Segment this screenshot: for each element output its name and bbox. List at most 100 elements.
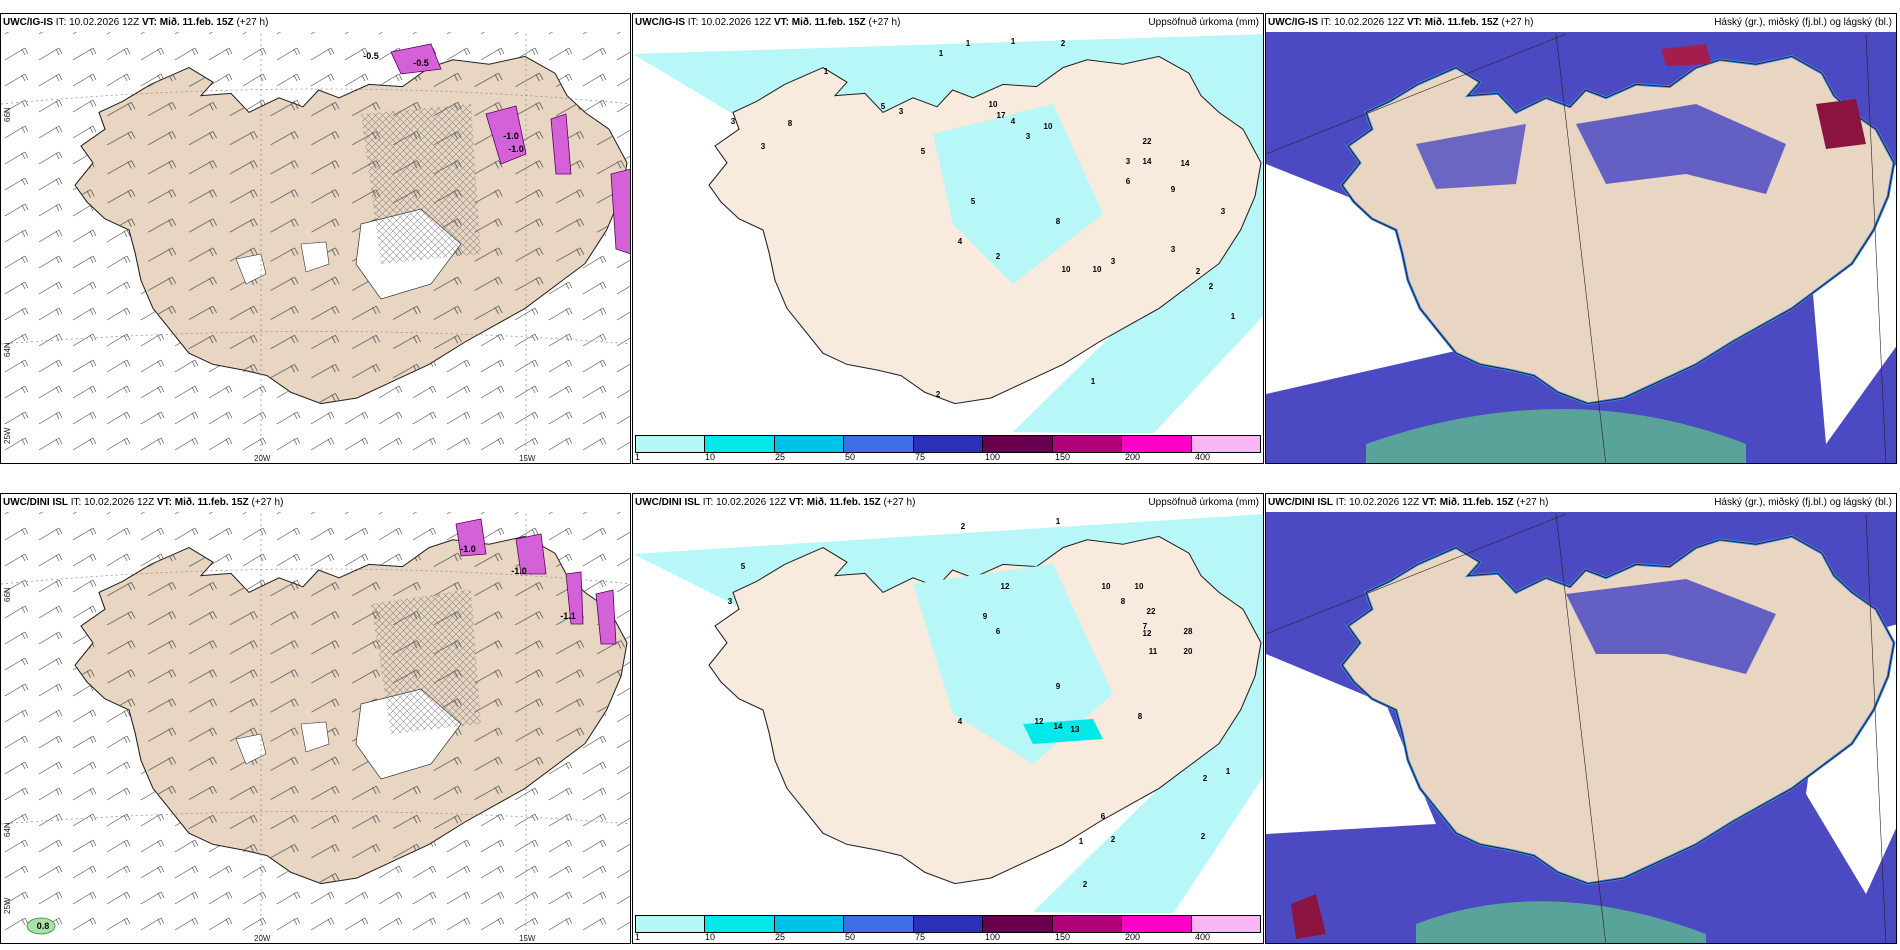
precip-value: 1 — [1056, 517, 1061, 526]
precip-value: 9 — [1056, 682, 1061, 691]
cbar-swatch — [774, 436, 845, 452]
lon-label: 20W — [254, 454, 271, 463]
precip-value: 14 — [1143, 157, 1152, 166]
pink-region — [550, 113, 572, 175]
precip-value: 7 — [1143, 622, 1148, 631]
lon-label: 25W — [3, 427, 12, 444]
precip-value: 3 — [899, 107, 904, 116]
cbar-swatch — [983, 916, 1053, 932]
precip-value: 3 — [1171, 245, 1176, 254]
cbar-tick: 25 — [775, 452, 786, 462]
precip-value: 10 — [1102, 582, 1111, 591]
precip-value: 1 — [1091, 377, 1096, 386]
clear-area — [1266, 654, 1436, 834]
cloud-dark — [1291, 894, 1326, 939]
cbar-tick: 200 — [1125, 932, 1141, 942]
precip-value: 4 — [1011, 117, 1016, 126]
precip-value: 9 — [1171, 185, 1176, 194]
precip-value: 1 — [1079, 837, 1084, 846]
map-precip-dini: 2 1 5 3 12 9 6 10 8 10 7 22 12 28 20 11 … — [633, 512, 1263, 914]
precip-value: 14 — [1054, 722, 1063, 731]
precip-value: 12 — [1143, 629, 1152, 638]
cbar-swatch — [774, 916, 845, 932]
green-region — [26, 917, 56, 935]
precip-value: 3 — [1221, 207, 1226, 216]
precip-value: 1 — [1011, 37, 1016, 46]
cloud-mid — [1416, 901, 1706, 943]
precip-value: 1 — [1226, 767, 1231, 776]
field-title: Háský (gr.), miðský (fj.bl.) og lágský (… — [1714, 14, 1892, 32]
precip-value: 5 — [971, 197, 976, 206]
cbar-swatch — [913, 916, 984, 932]
precip-value: 1 — [939, 49, 944, 58]
clear-area — [1266, 164, 1486, 394]
map-precip-igis: 1 1 1 2 1 3 3 3 8 5 5 10 17 4 3 10 22 14… — [633, 32, 1263, 434]
precip-value: 10 — [1135, 582, 1144, 591]
lat-label: 64N — [3, 822, 12, 837]
precip-value: 8 — [788, 119, 793, 128]
precip-value: 2 — [1111, 835, 1116, 844]
cbar-tick: 1 — [635, 932, 641, 942]
precip-value: 2 — [1201, 832, 1206, 841]
precip-value: 3 — [1111, 257, 1116, 266]
precip-value: 10 — [1062, 265, 1071, 274]
cbar-tick: 100 — [985, 452, 1001, 462]
hatched-area — [361, 104, 481, 264]
precip-value: 5 — [921, 147, 926, 156]
precip-value: 28 — [1184, 627, 1193, 636]
map-cloud-igis — [1266, 32, 1896, 463]
precip-value: 8 — [1121, 597, 1126, 606]
cloud-mid — [1366, 409, 1746, 463]
precip-value: 22 — [1147, 607, 1156, 616]
cbar-swatch — [844, 916, 914, 932]
cbar-tick: 400 — [1195, 452, 1211, 462]
map-cloud-dini — [1266, 512, 1896, 943]
colorbar: 1 10 25 50 75 100 150 200 400 — [633, 913, 1263, 943]
cbar-tick: 10 — [705, 932, 716, 942]
precip-value: 5 — [741, 562, 746, 571]
cbar-swatch — [1052, 916, 1123, 932]
precip-value: 4 — [958, 237, 963, 246]
map-wind-dini: -1.0 -1.0 -1.1 0.8 — [1, 494, 630, 943]
map-wind-igis: -0.5 -1.0 -1.0 -0.5 — [1, 14, 630, 463]
precip-value: 10 — [1093, 265, 1102, 274]
precip-value: 1 — [824, 67, 829, 76]
precip-value: 2 — [1203, 774, 1208, 783]
temp-label: -1.0 — [460, 544, 476, 554]
panel-dini-wind: UWC/DINI ISL IT: 10.02.2026 12Z VT: Mið.… — [0, 493, 631, 944]
lon-label: 15W — [519, 454, 536, 463]
cbar-swatch — [705, 436, 775, 452]
precip-value: 22 — [1143, 137, 1152, 146]
pink-region — [390, 43, 442, 75]
pink-region — [515, 533, 547, 575]
precip-value: 8 — [1138, 712, 1143, 721]
glacier-hofsjokull — [300, 241, 330, 273]
cbar-swatch — [1122, 916, 1192, 932]
cbar-tick: 150 — [1055, 932, 1071, 942]
colorbar: 1 10 25 50 75 100 150 200 400 — [633, 433, 1263, 463]
cloud-dark — [1661, 44, 1711, 66]
precip-value: 5 — [881, 102, 886, 111]
panel-dini-precip: UWC/DINI ISL IT: 10.02.2026 12Z VT: Mið.… — [632, 493, 1264, 944]
cbar-swatch — [705, 916, 775, 932]
precip-value: 12 — [1035, 717, 1044, 726]
precip-value: 2 — [1083, 880, 1088, 889]
precip-value: 2 — [1209, 282, 1214, 291]
field-title: Uppsöfnuð úrkoma (mm) — [1148, 494, 1259, 512]
cbar-swatch — [636, 916, 706, 932]
precip-value: 1 — [1231, 312, 1236, 321]
cloud-high — [1576, 104, 1786, 194]
precip-value: 12 — [1001, 582, 1010, 591]
field-title: Uppsöfnuð úrkoma (mm) — [1148, 14, 1259, 32]
panel-header: UWC/DINI ISL IT: 10.02.2026 12Z VT: Mið.… — [633, 494, 1263, 512]
precip-area-heavy — [1023, 719, 1103, 744]
precip-value: 3 — [1026, 132, 1031, 141]
hatched-area — [371, 589, 481, 734]
cloud-dark — [1816, 99, 1866, 149]
cloud-high — [1416, 124, 1526, 189]
temp-label: -1.0 — [503, 131, 519, 141]
cbar-tick: 100 — [985, 932, 1001, 942]
cloud-high — [1566, 579, 1776, 674]
panel-header: UWC/IG-IS IT: 10.02.2026 12Z VT: Mið. 11… — [1, 14, 630, 32]
cbar-tick: 1 — [635, 452, 641, 462]
